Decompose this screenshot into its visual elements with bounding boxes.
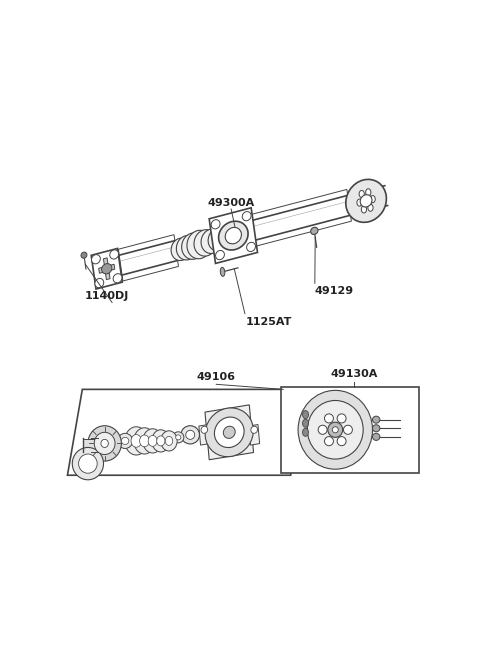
Ellipse shape (79, 454, 97, 473)
Ellipse shape (72, 447, 104, 480)
Ellipse shape (324, 414, 334, 423)
Ellipse shape (101, 440, 108, 447)
Ellipse shape (215, 417, 244, 447)
Ellipse shape (205, 408, 253, 457)
Ellipse shape (173, 432, 184, 443)
Ellipse shape (368, 204, 373, 211)
Ellipse shape (187, 230, 212, 258)
Ellipse shape (360, 195, 372, 207)
Ellipse shape (216, 251, 225, 260)
Polygon shape (67, 390, 305, 475)
Text: 49130A: 49130A (330, 369, 378, 379)
Ellipse shape (318, 425, 327, 434)
Ellipse shape (143, 429, 162, 453)
Ellipse shape (208, 228, 228, 251)
Ellipse shape (118, 434, 132, 449)
Ellipse shape (242, 212, 251, 221)
Ellipse shape (102, 264, 112, 274)
Ellipse shape (328, 422, 343, 438)
Polygon shape (91, 249, 122, 289)
Polygon shape (281, 387, 419, 473)
Ellipse shape (359, 190, 364, 197)
Polygon shape (103, 258, 110, 279)
Ellipse shape (131, 434, 142, 447)
Ellipse shape (148, 436, 157, 446)
Ellipse shape (171, 238, 191, 260)
Polygon shape (99, 264, 115, 274)
Ellipse shape (156, 436, 165, 446)
Ellipse shape (372, 424, 380, 432)
Ellipse shape (324, 437, 334, 445)
Ellipse shape (140, 435, 149, 447)
Ellipse shape (346, 179, 386, 222)
Text: 1125AT: 1125AT (246, 317, 292, 327)
Ellipse shape (92, 255, 100, 264)
Ellipse shape (332, 427, 338, 433)
Ellipse shape (95, 278, 104, 287)
Ellipse shape (194, 230, 217, 256)
Ellipse shape (110, 250, 119, 259)
Ellipse shape (176, 435, 181, 440)
Polygon shape (209, 208, 257, 264)
Ellipse shape (307, 400, 363, 459)
Polygon shape (119, 235, 179, 281)
Ellipse shape (302, 428, 309, 436)
Ellipse shape (186, 430, 195, 440)
Ellipse shape (302, 411, 309, 419)
Ellipse shape (361, 206, 367, 213)
Ellipse shape (81, 252, 87, 258)
Polygon shape (205, 405, 253, 460)
Polygon shape (83, 440, 98, 451)
Ellipse shape (344, 425, 352, 434)
Ellipse shape (88, 426, 121, 461)
Ellipse shape (201, 426, 208, 434)
Ellipse shape (181, 426, 200, 444)
Ellipse shape (298, 390, 372, 469)
Ellipse shape (251, 426, 258, 434)
Ellipse shape (121, 438, 129, 444)
Ellipse shape (176, 236, 198, 260)
Ellipse shape (223, 426, 235, 438)
Ellipse shape (211, 220, 220, 229)
Ellipse shape (201, 229, 222, 253)
Ellipse shape (134, 428, 155, 454)
Ellipse shape (337, 437, 346, 445)
Ellipse shape (165, 436, 173, 445)
Ellipse shape (220, 268, 225, 276)
Ellipse shape (152, 430, 170, 452)
Ellipse shape (372, 416, 380, 423)
Ellipse shape (218, 221, 248, 250)
Ellipse shape (161, 431, 177, 451)
Ellipse shape (247, 242, 255, 251)
Text: 1140DJ: 1140DJ (84, 291, 129, 301)
Ellipse shape (113, 274, 122, 283)
Ellipse shape (372, 434, 380, 440)
Ellipse shape (337, 414, 346, 423)
Ellipse shape (370, 195, 375, 203)
Ellipse shape (125, 427, 148, 455)
Polygon shape (199, 424, 210, 445)
Ellipse shape (311, 227, 318, 234)
Polygon shape (248, 190, 351, 247)
Ellipse shape (357, 199, 362, 206)
Text: 49129: 49129 (315, 286, 354, 296)
Ellipse shape (366, 189, 371, 195)
Polygon shape (249, 424, 260, 445)
Ellipse shape (181, 233, 205, 259)
Ellipse shape (302, 419, 309, 427)
Text: 49300A: 49300A (207, 197, 255, 207)
Ellipse shape (225, 228, 241, 244)
Ellipse shape (94, 432, 115, 455)
Text: 49106: 49106 (197, 372, 236, 382)
